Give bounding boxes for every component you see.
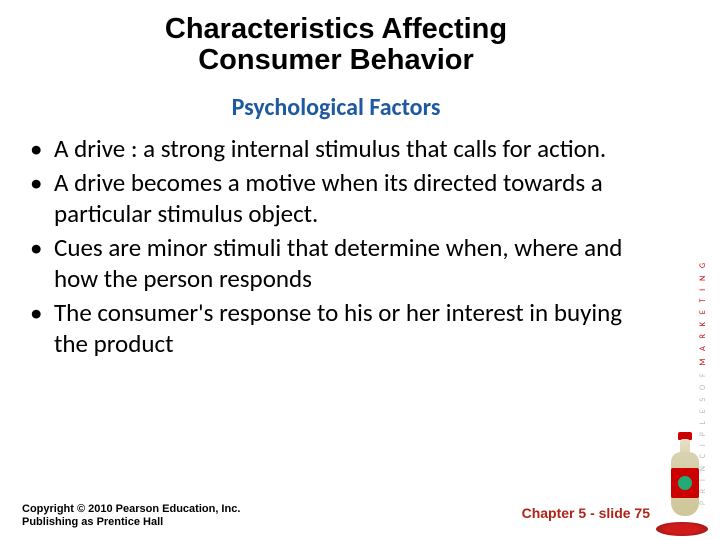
slide-title: Characteristics Affecting Consumer Behav…: [22, 14, 650, 77]
copyright-line-2: Publishing as Prentice Hall: [22, 516, 163, 528]
slide: Characteristics Affecting Consumer Behav…: [0, 0, 720, 540]
copyright-text: Copyright © 2010 Pearson Education, Inc.…: [22, 503, 240, 531]
list-item: Cues are minor stimuli that determine wh…: [28, 233, 650, 294]
footer: Copyright © 2010 Pearson Education, Inc.…: [22, 503, 650, 531]
swoosh-icon: [656, 522, 708, 536]
list-item: A drive becomes a motive when its direct…: [28, 168, 650, 229]
list-item: The consumer's response to his or her in…: [28, 298, 650, 359]
list-item: A drive : a strong internal stimulus tha…: [28, 134, 650, 165]
brand-text-main: M A R K E T I N G: [698, 260, 708, 365]
bullet-list: A drive : a strong internal stimulus tha…: [22, 134, 650, 360]
copyright-line-1: Copyright © 2010 Pearson Education, Inc.: [22, 503, 240, 515]
title-line-1: Characteristics Affecting: [165, 13, 507, 45]
title-line-2: Consumer Behavior: [198, 44, 474, 76]
bottle-icon: [670, 432, 700, 516]
book-brand-sidebar: P R I N C I P L E S O F M A R K E T I N …: [658, 0, 714, 540]
page-number: Chapter 5 - slide 75: [522, 505, 650, 521]
slide-subtitle: Psychological Factors: [22, 93, 650, 122]
